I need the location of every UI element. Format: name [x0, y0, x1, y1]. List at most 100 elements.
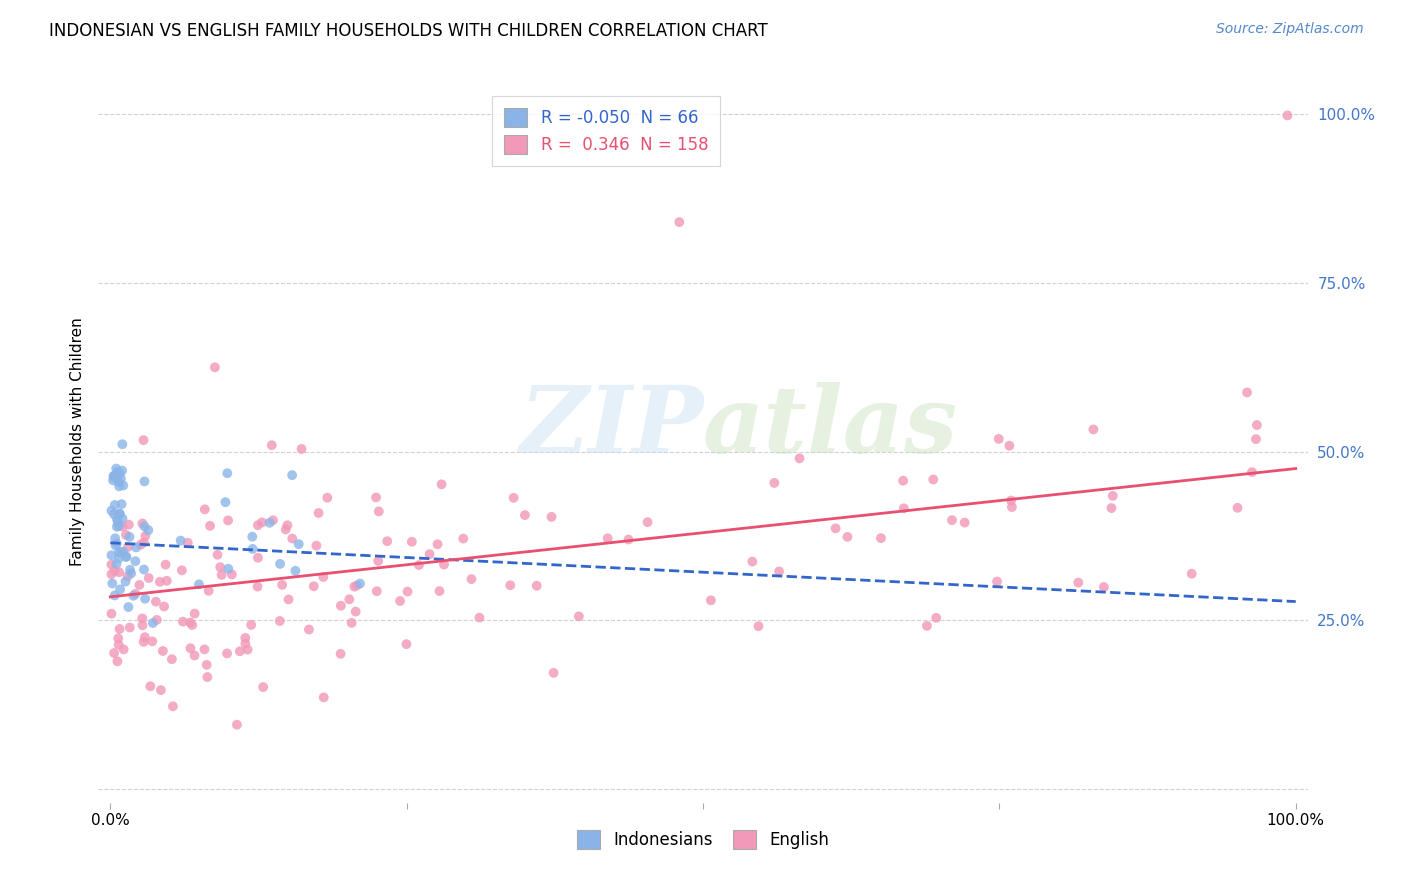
Point — [120, 566, 142, 581]
Point — [103, 564, 125, 578]
Point — [107, 632, 129, 646]
Point — [240, 618, 263, 632]
Point — [274, 523, 297, 537]
Point — [290, 442, 312, 456]
Point — [100, 549, 122, 563]
Point — [269, 614, 291, 628]
Point — [207, 548, 229, 562]
Point — [217, 467, 239, 481]
Point — [197, 583, 219, 598]
Point — [111, 464, 134, 478]
Point — [308, 506, 330, 520]
Text: ZIP: ZIP — [519, 382, 703, 472]
Point — [115, 549, 138, 564]
Point — [111, 437, 134, 451]
Point — [998, 439, 1021, 453]
Point — [129, 538, 152, 552]
Point — [117, 569, 139, 583]
Point — [302, 579, 325, 593]
Point — [194, 502, 217, 516]
Point — [103, 468, 125, 483]
Point — [105, 557, 128, 571]
Point — [277, 592, 299, 607]
Point — [124, 587, 146, 601]
Point — [146, 613, 169, 627]
Point — [312, 570, 335, 584]
Point — [1000, 493, 1022, 508]
Point — [366, 584, 388, 599]
Point — [107, 638, 129, 652]
Point — [118, 530, 141, 544]
Point — [107, 654, 129, 668]
Point — [269, 557, 291, 571]
Point — [103, 470, 125, 484]
Point — [543, 665, 565, 680]
Point — [344, 605, 367, 619]
Point — [281, 468, 304, 483]
Point — [236, 642, 259, 657]
Point — [1277, 108, 1299, 122]
Point — [502, 491, 524, 505]
Point — [149, 574, 172, 589]
Point — [987, 432, 1010, 446]
Point — [195, 670, 218, 684]
Point — [132, 635, 155, 649]
Point — [134, 591, 156, 606]
Point — [134, 519, 156, 533]
Point — [110, 545, 132, 559]
Point — [789, 451, 811, 466]
Point — [276, 518, 298, 533]
Point — [105, 512, 128, 526]
Point — [217, 513, 239, 527]
Point — [108, 507, 131, 521]
Point — [169, 533, 191, 548]
Point — [408, 558, 430, 573]
Text: INDONESIAN VS ENGLISH FAMILY HOUSEHOLDS WITH CHILDREN CORRELATION CHART: INDONESIAN VS ENGLISH FAMILY HOUSEHOLDS … — [49, 22, 768, 40]
Point — [312, 690, 335, 705]
Point — [179, 641, 201, 656]
Point — [111, 519, 134, 533]
Point — [395, 637, 418, 651]
Point — [433, 558, 456, 572]
Point — [226, 717, 249, 731]
Point — [240, 530, 263, 544]
Point — [195, 657, 218, 672]
Point — [162, 699, 184, 714]
Point — [891, 474, 914, 488]
Point — [108, 622, 131, 636]
Point — [177, 535, 200, 549]
Point — [105, 470, 128, 484]
Point — [103, 646, 125, 660]
Point — [114, 574, 136, 589]
Point — [271, 578, 294, 592]
Point — [468, 610, 491, 624]
Point — [108, 551, 131, 566]
Point — [922, 473, 945, 487]
Point — [179, 615, 201, 630]
Point — [134, 630, 156, 644]
Point — [396, 584, 419, 599]
Point — [181, 618, 204, 632]
Point — [242, 541, 264, 556]
Point — [250, 516, 273, 530]
Point — [893, 501, 915, 516]
Point — [115, 528, 138, 542]
Point — [305, 539, 328, 553]
Point — [747, 619, 769, 633]
Point — [211, 568, 233, 582]
Point — [108, 545, 131, 559]
Point — [426, 537, 449, 551]
Point — [568, 609, 591, 624]
Point — [104, 468, 127, 483]
Point — [155, 558, 177, 572]
Point — [172, 615, 194, 629]
Point — [364, 491, 387, 505]
Point — [1067, 575, 1090, 590]
Point — [637, 515, 659, 529]
Point — [105, 537, 128, 551]
Point — [596, 532, 619, 546]
Point — [107, 475, 129, 489]
Point — [108, 566, 131, 580]
Point — [108, 582, 131, 597]
Point — [149, 683, 172, 698]
